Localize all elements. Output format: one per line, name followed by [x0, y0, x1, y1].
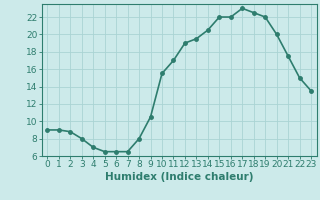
X-axis label: Humidex (Indice chaleur): Humidex (Indice chaleur)	[105, 172, 253, 182]
